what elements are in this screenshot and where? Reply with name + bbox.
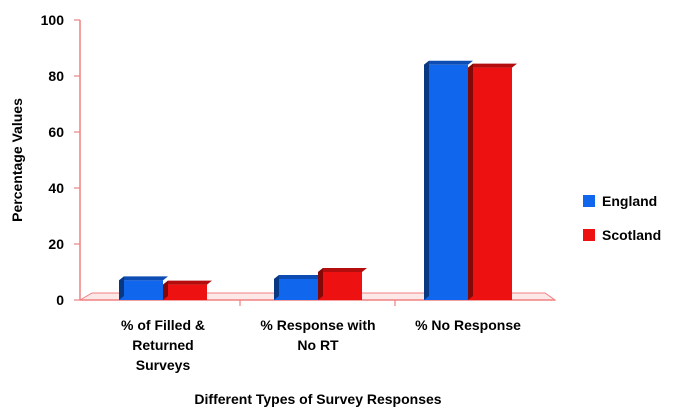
y-tick-label: 60 xyxy=(48,124,64,140)
y-axis-ticks: 0 20 40 60 80 100 xyxy=(41,12,80,308)
x-category-label: % Response with No RT xyxy=(260,317,375,353)
legend-label-scotland: Scotland xyxy=(602,227,661,243)
chart-legend: England Scotland xyxy=(583,193,661,243)
bar-side xyxy=(424,60,429,300)
x-category-label-line: % Response with xyxy=(260,317,375,333)
bar-top xyxy=(119,276,168,281)
x-category-label: % No Response xyxy=(415,317,521,333)
x-category-label-line: Surveys xyxy=(136,357,191,373)
x-category-label-line: % No Response xyxy=(415,317,521,333)
x-category-label-line: Returned xyxy=(132,337,193,353)
bar-front xyxy=(468,67,512,300)
bar-side xyxy=(318,268,323,300)
y-tick-label: 80 xyxy=(48,68,64,84)
bar-england-1 xyxy=(274,275,323,300)
bar-side xyxy=(119,276,124,300)
bar-front xyxy=(119,280,163,300)
chart-bars xyxy=(119,60,517,300)
bar-scotland-1 xyxy=(318,268,367,300)
legend-swatch-england xyxy=(583,195,595,207)
x-category-label-line: % of Filled & xyxy=(121,317,205,333)
x-category-label-line: No RT xyxy=(297,337,339,353)
bar-side xyxy=(274,275,279,300)
bar-side xyxy=(163,280,168,300)
bar-top xyxy=(318,268,367,272)
x-axis-categories: % of Filled & Returned Surveys % Response w… xyxy=(121,317,521,373)
y-tick-label: 0 xyxy=(56,292,64,308)
legend-swatch-scotland xyxy=(583,229,595,241)
y-axis-title: Percentage Values xyxy=(9,98,25,222)
bar-front xyxy=(274,279,318,300)
legend-label-england: England xyxy=(602,193,657,209)
bar-scotland-0 xyxy=(163,280,212,300)
bar-top xyxy=(424,60,473,65)
bar-top xyxy=(468,63,517,68)
bar-side xyxy=(468,63,473,300)
x-axis-title: Different Types of Survey Responses xyxy=(194,391,441,407)
bar-front xyxy=(318,272,362,300)
bar-england-0 xyxy=(119,276,168,300)
bar-england-2 xyxy=(424,60,473,300)
y-tick-label: 40 xyxy=(48,180,64,196)
x-category-label: % of Filled & Returned Surveys xyxy=(121,317,205,373)
bar-top xyxy=(274,275,323,279)
bar-scotland-2 xyxy=(468,63,517,300)
bar-front xyxy=(163,284,207,300)
y-tick-label: 20 xyxy=(48,236,64,252)
y-tick-label: 100 xyxy=(41,12,65,28)
bar-top xyxy=(163,280,212,285)
bar-front xyxy=(424,64,468,300)
